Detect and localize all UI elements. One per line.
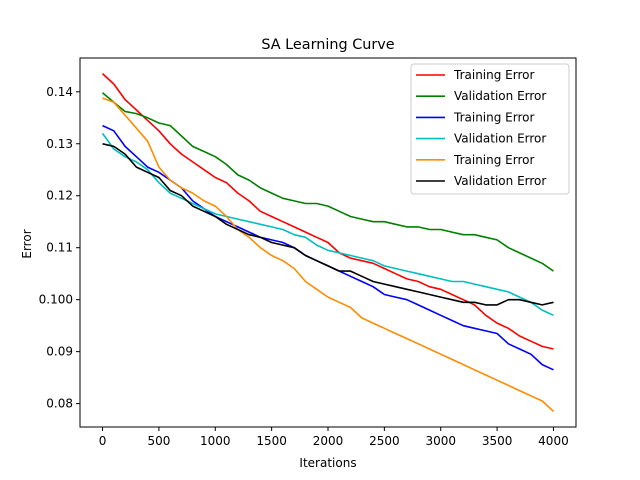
x-tick-label: 0 bbox=[99, 434, 107, 448]
x-tick-label: 2000 bbox=[313, 434, 344, 448]
x-tick-label: 500 bbox=[147, 434, 170, 448]
x-tick-label: 1000 bbox=[200, 434, 231, 448]
legend-label: Training Error bbox=[453, 68, 534, 82]
series-line-3 bbox=[101, 132, 554, 317]
legend: Training Error Validation Error Training E… bbox=[410, 63, 570, 195]
x-axis-ticks: 0 500 1000 1500 2000 2500 3000 3500 4000 bbox=[99, 427, 569, 448]
x-tick-label: 2500 bbox=[369, 434, 400, 448]
series-line-5 bbox=[102, 143, 554, 306]
legend-label: Validation Error bbox=[454, 132, 546, 146]
legend-box bbox=[410, 63, 570, 195]
y-tick-label: 0.11 bbox=[46, 241, 73, 255]
y-tick-label: 0.09 bbox=[46, 345, 73, 359]
series-line-4 bbox=[102, 97, 555, 412]
series-line-0 bbox=[101, 73, 554, 350]
y-axis-ticks: 0.08 0.09 0.100 0.11 0.12 0.13 0.14 bbox=[39, 85, 80, 411]
y-tick-label: 0.12 bbox=[46, 189, 73, 203]
y-tick-label: 0.100 bbox=[39, 293, 73, 307]
legend-label: Validation Error bbox=[454, 174, 546, 188]
legend-label: Training Error bbox=[453, 110, 534, 124]
legend-label: Training Error bbox=[453, 153, 534, 167]
series-lines bbox=[101, 73, 555, 412]
x-axis-label: Iterations bbox=[299, 456, 356, 470]
y-tick-label: 0.14 bbox=[46, 85, 73, 99]
y-tick-label: 0.13 bbox=[46, 137, 73, 151]
x-tick-label: 3500 bbox=[482, 434, 513, 448]
series-line-1 bbox=[101, 92, 554, 272]
chart-title: SA Learning Curve bbox=[261, 37, 394, 53]
legend-label: Validation Error bbox=[454, 89, 546, 103]
x-tick-label: 1500 bbox=[256, 434, 287, 448]
x-tick-label: 3000 bbox=[425, 434, 456, 448]
x-tick-label: 4000 bbox=[538, 434, 569, 448]
y-axis-label: Error bbox=[20, 229, 34, 258]
y-tick-label: 0.08 bbox=[46, 397, 73, 411]
